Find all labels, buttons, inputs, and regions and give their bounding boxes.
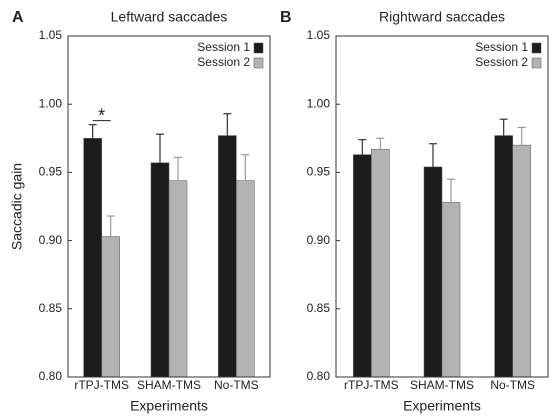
annotation: * (98, 105, 105, 125)
plot-frame (67, 35, 271, 378)
legend-swatch (253, 42, 264, 54)
legend-label: Session 2 (197, 55, 250, 69)
y-tick-label: 0.80 (39, 369, 63, 383)
x-tick-label: rTPJ-TMS (344, 378, 399, 392)
y-tick-label: 0.85 (39, 301, 63, 315)
x-axis-label: Experiments (403, 398, 481, 414)
bar (236, 180, 255, 378)
y-tick-label: 1.05 (307, 28, 331, 42)
x-tick-label: SHAM-TMS (137, 378, 201, 392)
y-tick-label: 1.00 (39, 96, 63, 110)
x-tick-label: No-TMS (214, 378, 259, 392)
bar (441, 202, 461, 378)
x-tick-label: rTPJ-TMS (74, 378, 129, 392)
bar (83, 138, 102, 378)
legend-label: Session 2 (475, 55, 528, 69)
bar (494, 135, 513, 378)
legend-swatch (531, 57, 542, 69)
y-tick-label: 0.85 (307, 301, 331, 315)
bar (353, 154, 372, 378)
y-tick-label: 0.80 (307, 369, 331, 383)
panel-title: Rightward saccades (379, 9, 505, 25)
bar (101, 236, 120, 378)
panel-title: Leftward saccades (111, 9, 228, 25)
y-axis-label: Saccadic gain (9, 163, 25, 250)
bar (218, 135, 237, 378)
bar (512, 144, 531, 378)
y-tick-label: 1.00 (307, 96, 331, 110)
y-tick-label: 0.95 (39, 165, 63, 179)
y-tick-label: 0.90 (307, 233, 331, 247)
panel-label: B (280, 9, 292, 26)
legend-swatch (253, 57, 264, 69)
legend-label: Session 1 (197, 40, 250, 54)
x-tick-label: SHAM-TMS (410, 378, 474, 392)
legend-swatch (531, 42, 542, 54)
x-tick-label: No-TMS (490, 378, 535, 392)
panel-label: A (12, 9, 24, 26)
y-tick-label: 1.05 (39, 28, 63, 42)
bar (150, 162, 170, 378)
legend-label: Session 1 (475, 40, 528, 54)
y-tick-label: 0.95 (307, 165, 331, 179)
x-axis-label: Experiments (130, 398, 208, 414)
bar (168, 180, 188, 378)
y-tick-label: 0.90 (39, 233, 63, 247)
plot-frame (335, 35, 549, 378)
bar (423, 166, 443, 378)
bar (371, 148, 390, 378)
